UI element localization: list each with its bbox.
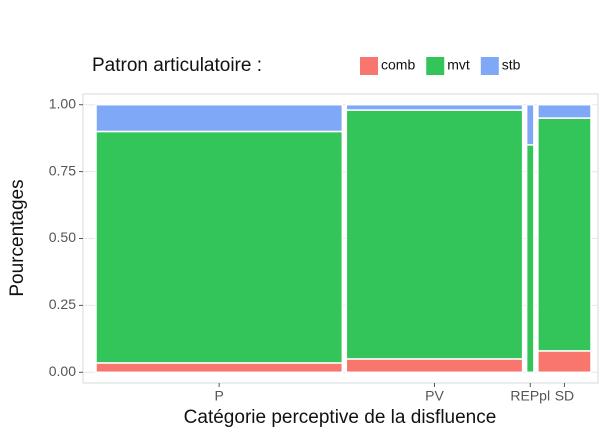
- legend-label: stb: [502, 57, 521, 73]
- mosaic-cell: [345, 358, 524, 374]
- y-tick-label: 0.25: [49, 296, 76, 312]
- mosaic-cell: [345, 103, 524, 111]
- legend-label: mvt: [447, 57, 470, 73]
- x-tick-label: PV: [425, 388, 444, 404]
- y-tick-label: 0.50: [49, 229, 76, 245]
- legend-swatch: [426, 57, 445, 75]
- x-tick-label: P: [214, 388, 223, 404]
- mosaic-cell: [537, 103, 592, 119]
- legend-swatch: [360, 57, 378, 75]
- mosaic-cell: [537, 350, 592, 374]
- mosaic-cell: [95, 362, 344, 374]
- mosaic-cell: [537, 117, 592, 352]
- x-tick-label: SD: [555, 388, 574, 404]
- y-tick-label: 0.00: [49, 363, 76, 379]
- y-tick-label: 1.00: [49, 95, 76, 111]
- y-tick-label: 0.75: [49, 162, 76, 178]
- mosaic-cell: [95, 130, 344, 364]
- x-tick-label: REPpl: [510, 388, 550, 404]
- mosaic-cell: [525, 103, 535, 146]
- legend-label: comb: [381, 57, 415, 73]
- x-axis-label: Catégorie perceptive de la disfluence: [184, 407, 497, 428]
- mosaic-cell: [95, 103, 344, 133]
- mosaic-cell: [345, 109, 524, 360]
- mosaic-cell: [525, 144, 535, 374]
- legend-swatch: [480, 57, 499, 75]
- legend-title: Patron articulatoire :: [92, 55, 262, 76]
- y-axis-label: Pourcentages: [7, 179, 28, 296]
